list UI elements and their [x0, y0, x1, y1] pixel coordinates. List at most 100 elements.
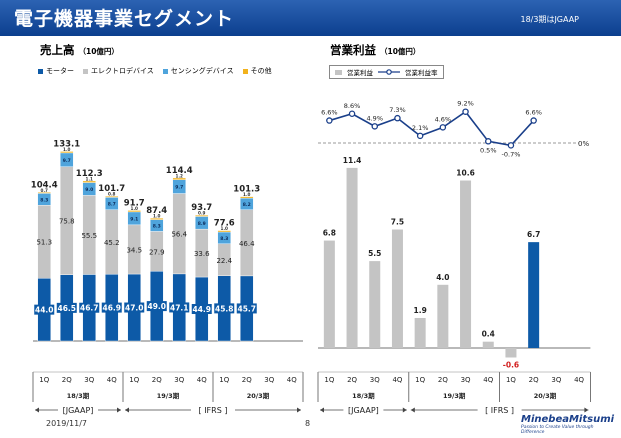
sales-quarter-label: 1Q	[129, 376, 139, 384]
profit-quarter-label: 2Q	[347, 376, 357, 384]
profit-bar	[346, 167, 358, 348]
sales-motor-label-bg	[34, 304, 55, 315]
margin-label: 0.5%	[480, 146, 497, 154]
legend-swatch-electro	[83, 68, 88, 74]
sales-bar-other	[82, 180, 96, 183]
margin-label: 4.6%	[435, 115, 452, 123]
sales-motor-label: 49.0	[147, 302, 166, 311]
sales-motor-label: 45.8	[215, 304, 234, 313]
sales-sensing-label: 8.9	[198, 221, 206, 227]
sales-arrow-head	[35, 407, 39, 413]
sales-other-label: 1.0	[131, 206, 139, 211]
sales-arrow-head	[125, 407, 129, 413]
page-title: 電子機器事業セグメント	[14, 8, 235, 30]
legend-swatch-profit	[335, 69, 342, 75]
sales-bar-other	[105, 196, 119, 198]
sales-other-label: 0.8	[108, 192, 116, 197]
margin-label: 6.6%	[525, 109, 542, 117]
sales-other-label: 1.1	[86, 176, 94, 181]
profit-value-label: 6.8	[323, 229, 336, 238]
profit-arrow-head	[402, 407, 407, 413]
sales-other-label: 1.0	[221, 226, 229, 231]
sales-heading: 売上高 （10億円）	[40, 42, 119, 58]
sales-quarter-label: 4Q	[197, 376, 207, 384]
sales-other-label: 1.0	[63, 147, 71, 152]
sales-electro-label: 55.5	[81, 232, 97, 240]
legend-label-other: その他	[250, 67, 272, 75]
profit-legend: 営業利益 営業利益率	[329, 65, 444, 79]
sales-bar-other	[60, 151, 74, 154]
profit-value-label: -0.6	[503, 360, 519, 369]
margin-point	[348, 110, 356, 118]
margin-point	[326, 117, 333, 124]
sales-motor-label: 46.5	[57, 304, 76, 313]
profit-ifrs-bg	[477, 404, 522, 415]
profit-bar	[414, 317, 426, 348]
page-number: 8	[305, 419, 311, 428]
profit-value-label: 7.5	[391, 218, 404, 227]
legend-swatch-other	[242, 68, 248, 74]
sales-sensing-label: 9.1	[130, 216, 138, 222]
profit-quarter-label: 3Q	[551, 376, 561, 384]
sales-motor-label: 46.9	[102, 304, 121, 313]
sales-jgaap-bg	[58, 404, 98, 415]
profit-bar	[528, 242, 540, 348]
sales-ifrs-bg	[191, 404, 235, 415]
sales-quarter-label: 2Q	[62, 376, 72, 384]
sales-bar-other	[127, 210, 141, 213]
sales-electro-label: 34.5	[126, 246, 142, 254]
profit-quarter-label: 4Q	[483, 376, 493, 384]
sales-title: 売上高	[40, 43, 75, 57]
legend-label-motor: モーター	[46, 67, 74, 75]
margin-label: 2.1%	[412, 124, 429, 132]
sales-other-label: 0.7	[41, 188, 49, 193]
sales-sensing-label: 8.2	[243, 202, 251, 208]
profit-quarter-label: 4Q	[574, 376, 584, 384]
profit-jgaap-label: [JGAAP]	[348, 406, 379, 415]
profit-quarter-label: 2Q	[438, 376, 448, 384]
sales-quarter-label: 2Q	[242, 376, 252, 384]
sales-motor-label-bg	[56, 302, 77, 313]
sales-motor-label: 47.1	[170, 303, 189, 312]
sales-other-label: 1.0	[153, 214, 161, 219]
profit-value-label: 0.4	[482, 330, 495, 339]
profit-quarter-label: 1Q	[415, 376, 425, 384]
margin-line	[329, 110, 535, 147]
sales-motor-label-bg	[191, 304, 212, 315]
profit-year-label: 19/3期	[443, 391, 466, 400]
legend-swatch-motor	[38, 68, 43, 74]
sales-jgaap-label: [JGAAP]	[63, 406, 94, 415]
sales-motor-label: 45.7	[237, 304, 256, 313]
sales-motor-label-bg	[146, 301, 167, 312]
profit-value-label: 5.5	[368, 249, 381, 258]
margin-point	[371, 123, 378, 130]
sales-electro-label: 33.6	[194, 250, 210, 258]
sales-total-label: 104.4	[31, 180, 58, 190]
profit-bar	[323, 240, 335, 348]
sales-total-label: 91.7	[124, 198, 145, 208]
sales-electro-label: 22.4	[216, 257, 232, 265]
profit-arrow-head	[410, 407, 415, 413]
profit-arrow-head	[584, 407, 589, 413]
sales-quarter-label: 2Q	[152, 376, 162, 384]
profit-bar	[369, 261, 381, 348]
sales-motor-label-bg	[236, 303, 257, 314]
profit-value-label: 4.0	[436, 273, 449, 282]
sales-electro-label: 46.4	[239, 240, 255, 248]
sales-other-label: 1.0	[243, 192, 251, 197]
sales-motor-label-bg	[79, 302, 100, 313]
sales-motor-label: 47.0	[125, 304, 144, 313]
footer-date: 2019/11/7	[46, 419, 88, 428]
sales-sensing-label: 8.3	[220, 236, 228, 242]
profit-bar	[391, 229, 403, 348]
margin-zero-label: 0%	[578, 140, 589, 148]
margin-label: 9.2%	[457, 100, 474, 108]
legend-swatch-sensing	[162, 68, 168, 74]
profit-ifrs-label: [ IFRS ]	[485, 406, 514, 415]
margin-label: -0.7%	[502, 150, 521, 158]
sales-total-label: 112.3	[76, 169, 103, 179]
margin-point	[416, 132, 424, 140]
sales-motor-label-bg	[124, 302, 145, 313]
sales-quarter-label: 3Q	[174, 376, 184, 384]
margin-label: 7.3%	[389, 106, 406, 114]
